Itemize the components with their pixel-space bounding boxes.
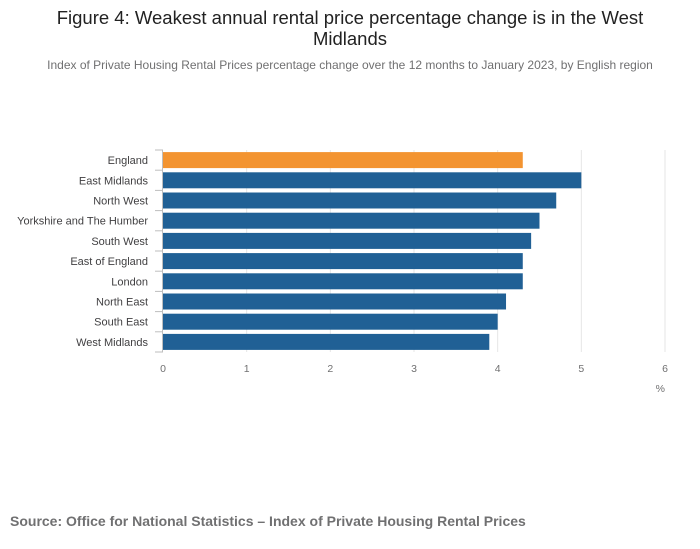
chart-title: Figure 4: Weakest annual rental price pe…	[56, 7, 644, 49]
category-label: England	[108, 155, 148, 167]
source-note: Source: Office for National Statistics –…	[10, 513, 526, 529]
category-label: South East	[94, 317, 148, 329]
bar	[163, 232, 532, 249]
bar	[163, 313, 498, 330]
category-label: East Midlands	[79, 175, 149, 187]
bar	[163, 152, 523, 169]
bar	[163, 333, 490, 350]
category-label: South West	[91, 236, 148, 248]
bar	[163, 192, 557, 209]
x-axis-label: %	[656, 383, 665, 395]
bar	[163, 172, 582, 189]
x-tick-label: 2	[327, 363, 333, 375]
bar	[163, 253, 523, 270]
x-tick-label: 5	[578, 363, 584, 375]
category-label: West Midlands	[76, 337, 148, 349]
bar	[163, 273, 523, 290]
category-label: London	[111, 276, 148, 288]
category-label: North East	[96, 297, 148, 309]
x-tick-label: 3	[411, 363, 417, 375]
x-tick-label: 6	[662, 363, 668, 375]
category-label: North West	[93, 196, 148, 208]
bar-chart: England East Midlands North West Yorkshire …	[17, 149, 668, 395]
category-label: East of England	[70, 256, 148, 268]
x-tick-label: 1	[244, 363, 250, 375]
bar	[163, 212, 540, 229]
category-label: Yorkshire and The Humber	[17, 216, 148, 228]
x-tick-label: 4	[495, 363, 501, 375]
chart-subtitle: Index of Private Housing Rental Prices p…	[47, 58, 653, 72]
bar	[163, 293, 507, 310]
x-tick-label: 0	[160, 363, 166, 375]
